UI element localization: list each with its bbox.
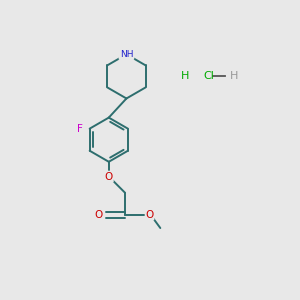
Text: Cl: Cl: [203, 71, 214, 81]
Text: F: F: [77, 124, 83, 134]
Text: H: H: [182, 71, 190, 81]
Text: O: O: [94, 210, 102, 220]
Text: H: H: [230, 71, 238, 81]
Text: O: O: [105, 172, 113, 182]
Text: NH: NH: [120, 50, 133, 59]
Text: O: O: [146, 210, 154, 220]
